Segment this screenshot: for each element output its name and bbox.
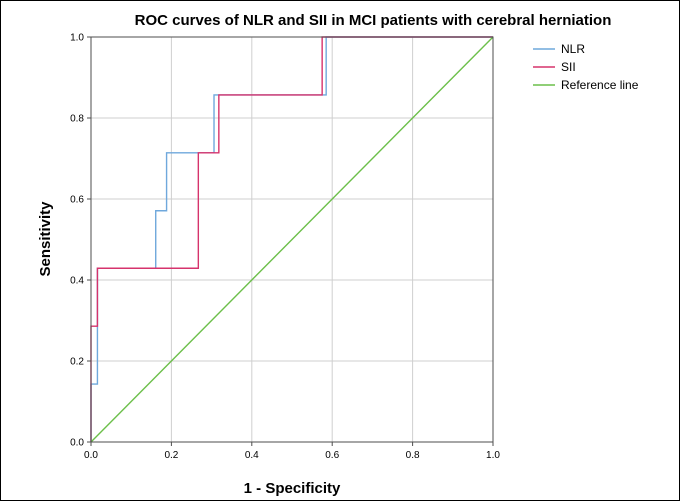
plot-border	[90, 36, 494, 443]
legend: NLR SII Reference line	[533, 42, 639, 92]
y-tick-label: 0.4	[70, 276, 84, 287]
x-tick-label: 0.6	[325, 450, 339, 461]
x-tick-label: 0.4	[245, 450, 259, 461]
legend-label-nlr: NLR	[561, 42, 585, 56]
x-tick-label: 1.0	[486, 450, 500, 461]
y-tick-label: 0.2	[70, 357, 84, 368]
tick-layer: 0.0 0.2 0.4 0.6 0.8 1.0 0.0 0.2 0.4 0.6 0.8 1.0	[70, 33, 500, 462]
chart-title: ROC curves of NLR and SII in MCI patient…	[135, 12, 612, 29]
series-line-sii	[90, 36, 493, 442]
legend-label-reference-line: Reference line	[561, 78, 639, 92]
grid-layer	[91, 37, 493, 442]
x-tick-label: 0.0	[84, 450, 98, 461]
series-layer	[90, 36, 494, 443]
y-tick-label: 0.8	[70, 114, 84, 125]
x-axis-label: 1 - Specificity	[244, 480, 341, 497]
y-axis-label: Sensitivity	[37, 201, 54, 277]
y-tick-label: 1.0	[70, 33, 84, 44]
series-line-reference-line	[90, 36, 494, 443]
y-tick-label: 0.6	[70, 195, 84, 206]
x-tick-label: 0.2	[164, 450, 178, 461]
legend-label-sii: SII	[561, 60, 576, 74]
y-tick-label: 0.0	[70, 438, 84, 449]
x-tick-label: 0.8	[406, 450, 420, 461]
